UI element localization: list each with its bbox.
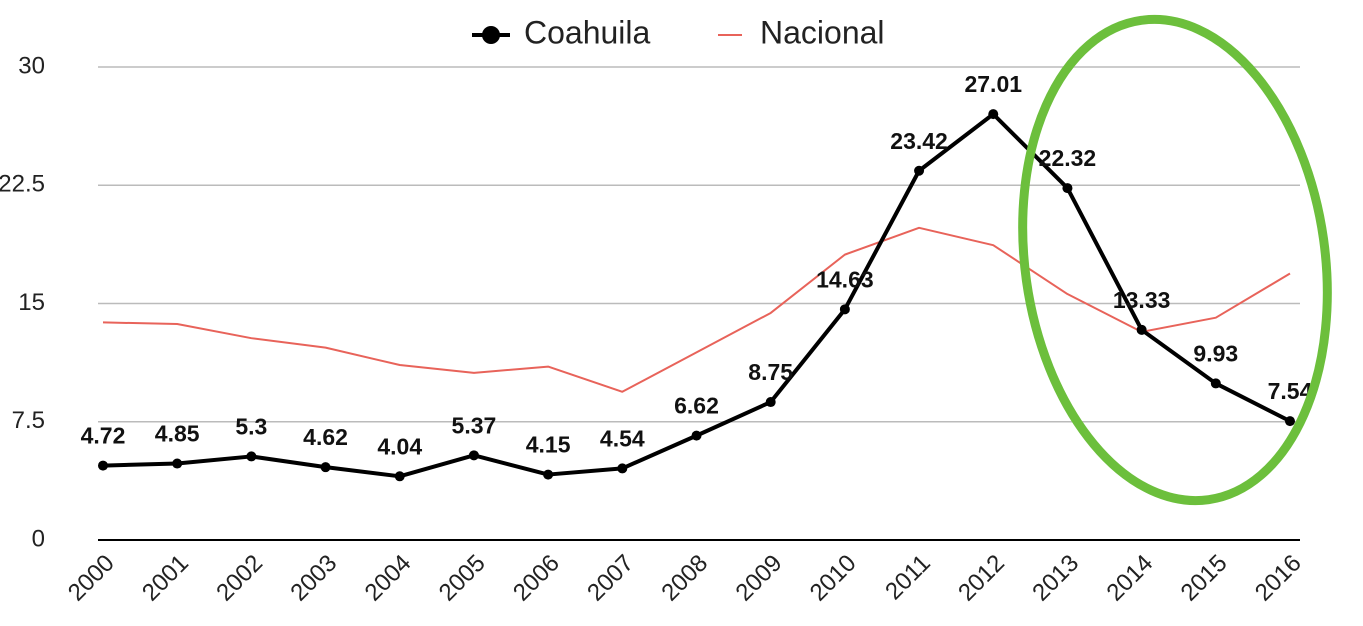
x-tick-label: 2004 <box>360 550 417 607</box>
x-tick-label: 2015 <box>1176 550 1233 607</box>
data-label: 4.85 <box>155 421 200 447</box>
data-point <box>988 109 999 120</box>
data-label: 9.93 <box>1193 341 1238 367</box>
x-tick-label: 2009 <box>731 550 788 607</box>
data-point <box>691 430 702 441</box>
y-tick-label: 22.5 <box>0 171 45 198</box>
data-point <box>1210 378 1221 389</box>
data-point <box>246 451 257 462</box>
data-label: 4.72 <box>81 423 126 449</box>
y-tick-label: 30 <box>18 52 45 79</box>
y-tick-label: 15 <box>18 289 45 316</box>
x-tick-label: 2005 <box>434 550 491 607</box>
x-tick-label: 2011 <box>880 550 936 606</box>
data-point <box>1062 183 1073 194</box>
x-tick-label: 2001 <box>137 550 194 607</box>
data-point <box>394 471 405 482</box>
data-label: 6.62 <box>674 393 719 419</box>
legend-marker <box>482 26 500 44</box>
data-label: 4.62 <box>303 424 348 450</box>
data-label: 5.3 <box>235 414 267 440</box>
data-point <box>320 462 331 473</box>
data-point <box>468 450 479 461</box>
data-label: 4.04 <box>377 433 422 459</box>
y-tick-label: 0 <box>32 525 45 552</box>
x-tick-label: 2014 <box>1102 550 1159 607</box>
x-tick-label: 2007 <box>582 550 639 607</box>
series-line <box>102 226 1291 393</box>
x-tick-label: 2008 <box>656 550 713 607</box>
data-label: 4.15 <box>526 432 571 458</box>
x-tick-label: 2000 <box>63 550 120 607</box>
data-point <box>98 460 108 471</box>
data-label: 14.63 <box>816 266 874 292</box>
data-label: 23.42 <box>890 128 948 154</box>
legend-label: Coahuila <box>524 14 651 50</box>
x-tick-label: 2013 <box>1027 550 1084 607</box>
data-label: 13.33 <box>1113 287 1171 313</box>
data-point <box>765 397 776 408</box>
data-label: 22.32 <box>1039 145 1097 171</box>
data-point <box>617 463 628 474</box>
highlight-ellipse <box>1018 14 1332 506</box>
data-point <box>1285 416 1295 427</box>
data-point <box>839 304 850 315</box>
x-tick-label: 2016 <box>1250 550 1307 607</box>
data-label: 27.01 <box>964 71 1022 97</box>
data-label: 4.54 <box>600 425 645 451</box>
data-label: 8.75 <box>748 359 793 385</box>
y-tick-label: 7.5 <box>12 407 45 434</box>
data-point <box>914 165 925 176</box>
data-point <box>1136 324 1147 335</box>
x-tick-label: 2002 <box>211 550 268 607</box>
x-tick-label: 2006 <box>508 550 565 607</box>
data-point <box>172 458 183 469</box>
legend-label: Nacional <box>760 14 885 50</box>
x-tick-label: 2010 <box>805 550 862 607</box>
x-tick-label: 2012 <box>953 550 1010 607</box>
data-label: 5.37 <box>452 412 497 438</box>
data-point <box>543 469 554 480</box>
x-tick-label: 2003 <box>285 550 342 607</box>
